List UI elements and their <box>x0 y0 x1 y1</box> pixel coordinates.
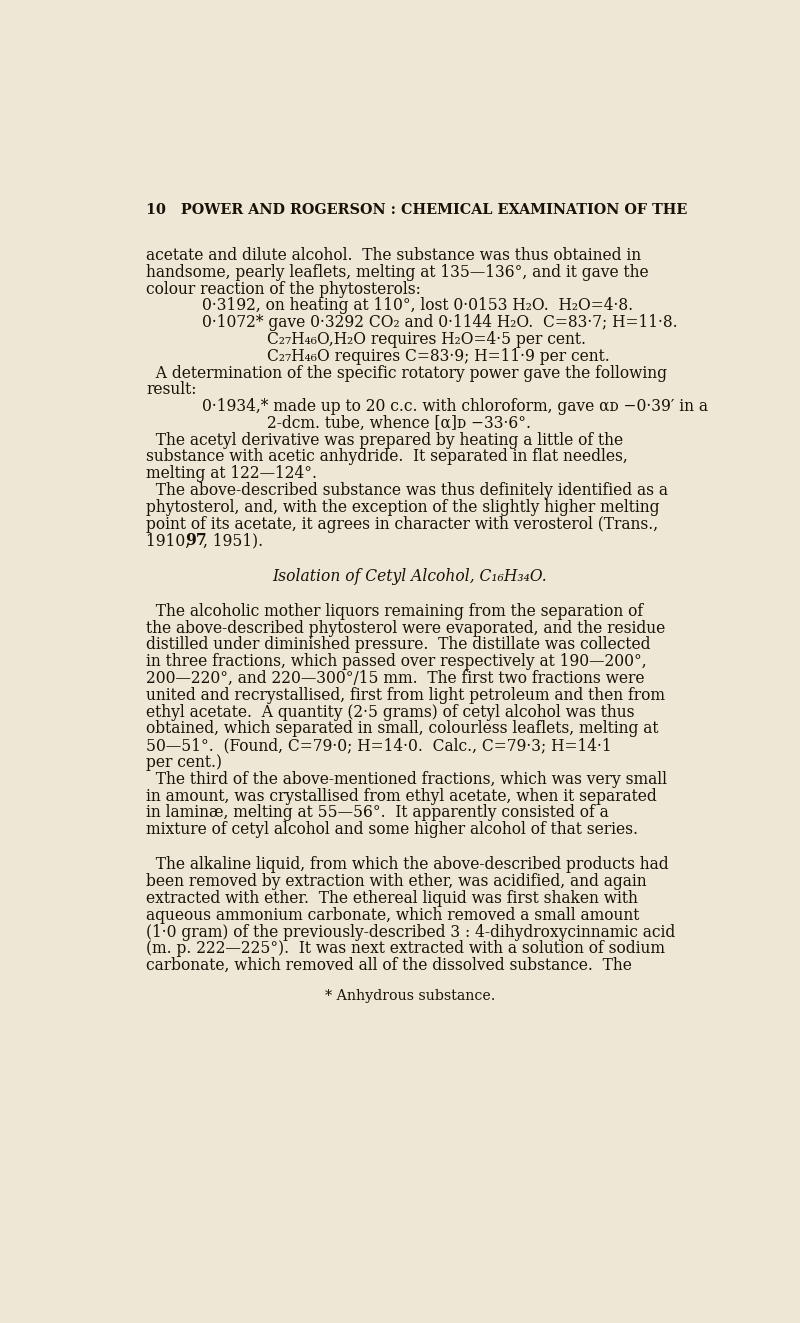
Text: phytosterol, and, with the exception of the slightly higher melting: phytosterol, and, with the exception of … <box>146 499 660 516</box>
Text: A determination of the specific rotatory power gave the following: A determination of the specific rotatory… <box>146 365 667 381</box>
Text: per cent.): per cent.) <box>146 754 222 771</box>
Text: result:: result: <box>146 381 197 398</box>
Text: Isolation of Cetyl Alcohol, C₁₆H₃₄O.: Isolation of Cetyl Alcohol, C₁₆H₃₄O. <box>273 568 547 585</box>
Text: The acetyl derivative was prepared by heating a little of the: The acetyl derivative was prepared by he… <box>146 431 624 448</box>
Text: in laminæ, melting at 55—56°.  It apparently consisted of a: in laminæ, melting at 55—56°. It apparen… <box>146 804 610 822</box>
Text: mixture of cetyl alcohol and some higher alcohol of that series.: mixture of cetyl alcohol and some higher… <box>146 822 638 839</box>
Text: melting at 122—124°.: melting at 122—124°. <box>146 466 318 483</box>
Text: in three fractions, which passed over respectively at 190—200°,: in three fractions, which passed over re… <box>146 654 647 671</box>
Text: The alcoholic mother liquors remaining from the separation of: The alcoholic mother liquors remaining f… <box>146 603 644 620</box>
Text: 2-dcm. tube, whence [α]ᴅ −33·6°.: 2-dcm. tube, whence [α]ᴅ −33·6°. <box>266 415 530 431</box>
Text: point of its acetate, it agrees in character with verosterol (Trans.,: point of its acetate, it agrees in chara… <box>146 516 658 533</box>
Text: united and recrystallised, first from light petroleum and then from: united and recrystallised, first from li… <box>146 687 666 704</box>
Text: carbonate, which removed all of the dissolved substance.  The: carbonate, which removed all of the diss… <box>146 957 632 974</box>
Text: colour reaction of the phytosterols:: colour reaction of the phytosterols: <box>146 280 422 298</box>
Text: extracted with ether.  The ethereal liquid was first shaken with: extracted with ether. The ethereal liqui… <box>146 890 638 908</box>
Text: 10   POWER AND ROGERSON : CHEMICAL EXAMINATION OF THE: 10 POWER AND ROGERSON : CHEMICAL EXAMINA… <box>146 204 688 217</box>
Text: The alkaline liquid, from which the above-described products had: The alkaline liquid, from which the abov… <box>146 856 669 873</box>
Text: acetate and dilute alcohol.  The substance was thus obtained in: acetate and dilute alcohol. The substanc… <box>146 247 642 265</box>
Text: The above-described substance was thus definitely identified as a: The above-described substance was thus d… <box>146 482 669 499</box>
Text: 50—51°.  (Found, C=79·0; H=14·0.  Calc., C=79·3; H=14·1: 50—51°. (Found, C=79·0; H=14·0. Calc., C… <box>146 737 612 754</box>
Text: been removed by extraction with ether, was acidified, and again: been removed by extraction with ether, w… <box>146 873 647 890</box>
Text: 0·3192, on heating at 110°, lost 0·0153 H₂O.  H₂O=4·8.: 0·3192, on heating at 110°, lost 0·0153 … <box>202 298 634 315</box>
Text: distilled under diminished pressure.  The distillate was collected: distilled under diminished pressure. The… <box>146 636 651 654</box>
Text: 0·1072* gave 0·3292 CO₂ and 0·1144 H₂O.  C=83·7; H=11·8.: 0·1072* gave 0·3292 CO₂ and 0·1144 H₂O. … <box>202 314 678 331</box>
Text: C₂₇H₄₆O,H₂O requires H₂O=4·5 per cent.: C₂₇H₄₆O,H₂O requires H₂O=4·5 per cent. <box>266 331 586 348</box>
Text: 0·1934,* made up to 20 c.c. with chloroform, gave αᴅ −0·39′ in a: 0·1934,* made up to 20 c.c. with chlorof… <box>202 398 708 415</box>
Text: , 1951).: , 1951). <box>203 532 263 549</box>
Text: (m. p. 222—225°).  It was next extracted with a solution of sodium: (m. p. 222—225°). It was next extracted … <box>146 941 666 958</box>
Text: (1·0 gram) of the previously-described 3 : 4-dihydroxycinnamic acid: (1·0 gram) of the previously-described 3… <box>146 923 676 941</box>
Text: handsome, pearly leaflets, melting at 135—136°, and it gave the: handsome, pearly leaflets, melting at 13… <box>146 263 649 280</box>
Text: the above-described phytosterol were evaporated, and the residue: the above-described phytosterol were eva… <box>146 619 666 636</box>
Text: C₂₇H₄₆O requires C=83·9; H=11·9 per cent.: C₂₇H₄₆O requires C=83·9; H=11·9 per cent… <box>266 348 610 365</box>
Text: 200—220°, and 220—300°/15 mm.  The first two fractions were: 200—220°, and 220—300°/15 mm. The first … <box>146 669 645 687</box>
Text: ethyl acetate.  A quantity (2·5 grams) of cetyl alcohol was thus: ethyl acetate. A quantity (2·5 grams) of… <box>146 704 635 721</box>
Text: The third of the above-mentioned fractions, which was very small: The third of the above-mentioned fractio… <box>146 771 667 787</box>
Text: * Anhydrous substance.: * Anhydrous substance. <box>325 990 495 1003</box>
Text: 97: 97 <box>185 532 206 549</box>
Text: substance with acetic anhydride.  It separated in flat needles,: substance with acetic anhydride. It sepa… <box>146 448 628 466</box>
Text: in amount, was crystallised from ethyl acetate, when it separated: in amount, was crystallised from ethyl a… <box>146 787 658 804</box>
Text: aqueous ammonium carbonate, which removed a small amount: aqueous ammonium carbonate, which remove… <box>146 906 640 923</box>
Text: obtained, which separated in small, colourless leaflets, melting at: obtained, which separated in small, colo… <box>146 721 659 737</box>
Text: 1910,: 1910, <box>146 532 195 549</box>
